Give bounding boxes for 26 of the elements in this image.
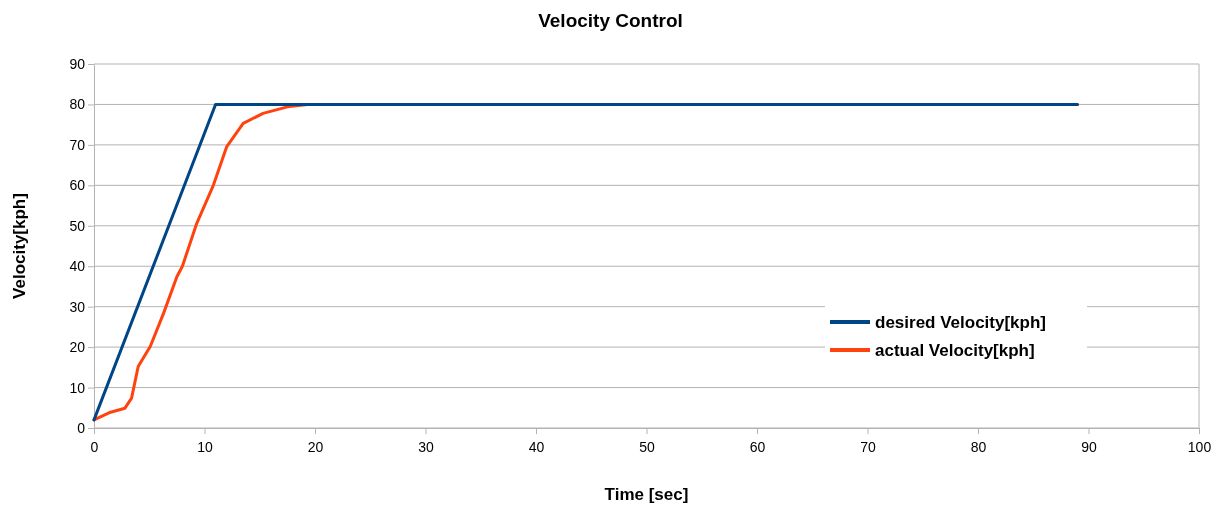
x-tick-label: 30 bbox=[418, 439, 434, 456]
y-tick-label: 70 bbox=[69, 136, 86, 153]
x-tick-label: 90 bbox=[1081, 439, 1097, 456]
x-tick-label: 100 bbox=[1187, 439, 1212, 456]
y-tick-label: 50 bbox=[69, 217, 86, 234]
y-tick-label: 90 bbox=[69, 55, 86, 72]
x-tick-label: 40 bbox=[528, 439, 545, 456]
y-tick-label: 10 bbox=[69, 379, 86, 396]
x-tick-label: 0 bbox=[90, 439, 99, 456]
y-tick-label: 0 bbox=[77, 419, 86, 436]
y-tick-label: 60 bbox=[69, 177, 86, 194]
y-tick-label: 80 bbox=[69, 96, 86, 113]
chart-title: Velocity Control bbox=[538, 10, 683, 31]
x-tick-label: 10 bbox=[197, 439, 213, 456]
legend-label: actual Velocity[kph] bbox=[875, 341, 1035, 360]
y-tick-label: 30 bbox=[69, 298, 86, 315]
x-axis-title: Time [sec] bbox=[604, 485, 689, 504]
y-tick-label: 40 bbox=[69, 258, 86, 275]
legend-label: desired Velocity[kph] bbox=[875, 313, 1046, 332]
x-tick-label: 20 bbox=[307, 439, 324, 456]
x-tick-label: 50 bbox=[639, 439, 655, 456]
x-tick-label: 60 bbox=[749, 439, 766, 456]
y-axis-title: Velocity[kph] bbox=[10, 193, 29, 299]
x-tick-label: 80 bbox=[970, 439, 987, 456]
y-tick-label: 20 bbox=[69, 339, 86, 356]
x-tick-label: 70 bbox=[860, 439, 876, 456]
